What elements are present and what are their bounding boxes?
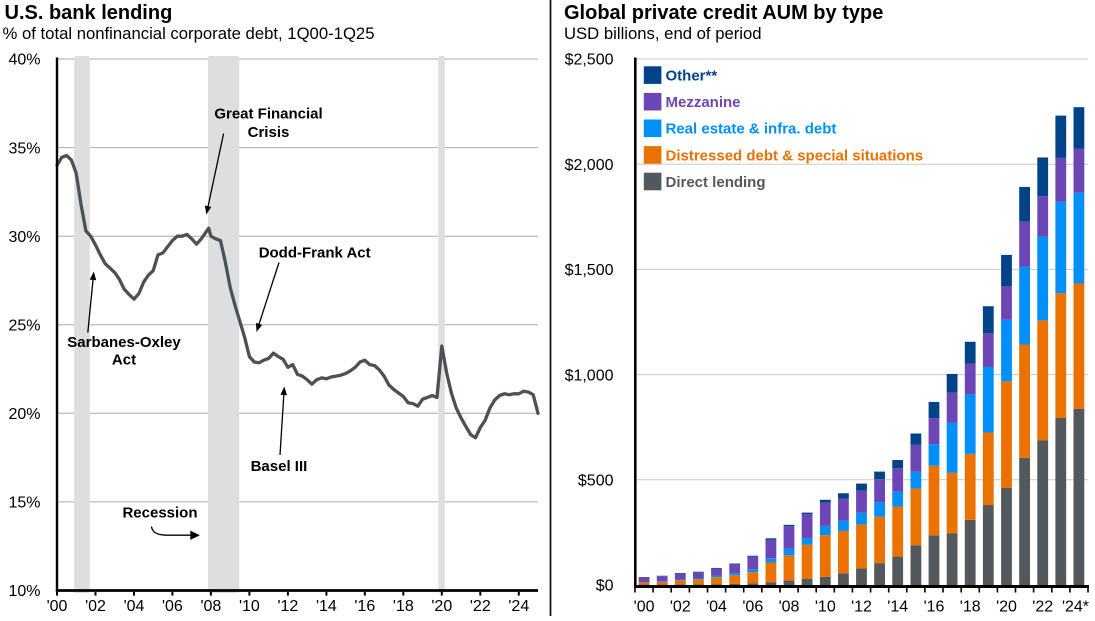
svg-text:'14: '14 — [316, 598, 337, 615]
svg-text:40%: 40% — [8, 52, 40, 69]
svg-text:'04: '04 — [706, 598, 727, 615]
svg-text:$1,000: $1,000 — [565, 367, 614, 384]
svg-text:'02: '02 — [670, 598, 691, 615]
svg-text:20%: 20% — [8, 406, 40, 423]
svg-text:35%: 35% — [8, 140, 40, 157]
svg-text:Basel III: Basel III — [251, 458, 308, 475]
svg-text:$2,500: $2,500 — [565, 52, 614, 69]
svg-text:'16: '16 — [924, 598, 945, 615]
svg-text:'20: '20 — [431, 598, 452, 615]
svg-text:'00: '00 — [634, 598, 655, 615]
svg-text:'02: '02 — [85, 598, 106, 615]
svg-text:Crisis: Crisis — [248, 124, 290, 141]
svg-text:15%: 15% — [8, 495, 40, 512]
svg-text:'18: '18 — [960, 598, 981, 615]
svg-text:'24*: '24* — [1062, 598, 1089, 615]
svg-text:'04: '04 — [124, 598, 145, 615]
svg-text:'22: '22 — [1032, 598, 1053, 615]
svg-text:Other**: Other** — [666, 68, 718, 85]
svg-text:'10: '10 — [815, 598, 836, 615]
svg-text:'22: '22 — [470, 598, 491, 615]
svg-text:Mezzanine: Mezzanine — [666, 94, 741, 111]
svg-text:Global private credit AUM by t: Global private credit AUM by type — [564, 2, 883, 24]
svg-text:'12: '12 — [277, 598, 298, 615]
svg-text:'20: '20 — [996, 598, 1017, 615]
svg-text:30%: 30% — [8, 229, 40, 246]
svg-text:25%: 25% — [8, 317, 40, 334]
svg-text:'00: '00 — [47, 598, 68, 615]
svg-text:Act: Act — [112, 352, 136, 369]
svg-text:Distressed debt & special situ: Distressed debt & special situations — [666, 147, 924, 164]
svg-text:Great Financial: Great Financial — [214, 106, 322, 123]
svg-text:'06: '06 — [162, 598, 183, 615]
svg-text:'14: '14 — [887, 598, 908, 615]
svg-text:Sarbanes-Oxley: Sarbanes-Oxley — [67, 334, 181, 351]
svg-text:'10: '10 — [239, 598, 260, 615]
svg-text:$2,000: $2,000 — [565, 157, 614, 174]
svg-text:Real estate & infra. debt: Real estate & infra. debt — [666, 121, 837, 138]
svg-text:'06: '06 — [742, 598, 763, 615]
svg-text:Recession: Recession — [122, 505, 197, 522]
svg-text:'08: '08 — [779, 598, 800, 615]
svg-text:% of total nonfinancial corpor: % of total nonfinancial corporate debt, … — [3, 24, 375, 43]
svg-text:$0: $0 — [596, 578, 614, 595]
svg-text:USD billions, end of period: USD billions, end of period — [564, 24, 762, 43]
svg-text:'24: '24 — [508, 598, 529, 615]
svg-text:$500: $500 — [578, 473, 614, 490]
svg-text:Direct lending: Direct lending — [666, 174, 766, 191]
svg-text:'08: '08 — [200, 598, 221, 615]
svg-text:10%: 10% — [8, 583, 40, 600]
svg-text:Dodd-Frank Act: Dodd-Frank Act — [259, 245, 371, 262]
svg-text:'18: '18 — [393, 598, 414, 615]
svg-text:U.S. bank lending: U.S. bank lending — [5, 2, 173, 24]
svg-text:'12: '12 — [851, 598, 872, 615]
svg-text:'16: '16 — [354, 598, 375, 615]
svg-text:$1,500: $1,500 — [565, 262, 614, 279]
